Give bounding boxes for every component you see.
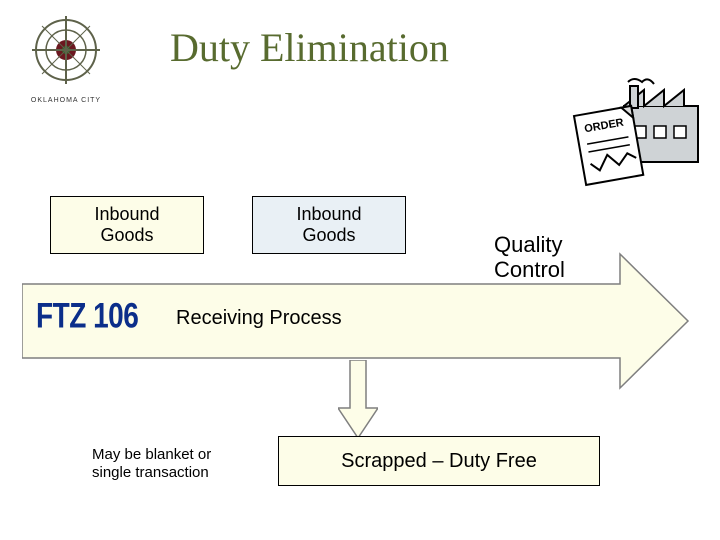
page-title: Duty Elimination bbox=[170, 24, 449, 71]
scrapped-label: Scrapped – Duty Free bbox=[341, 450, 537, 473]
logo: OKLAHOMA CITY bbox=[20, 14, 112, 98]
scrapped-box: Scrapped – Duty Free bbox=[278, 436, 600, 486]
blanket-note: May be blanket or single transaction bbox=[92, 446, 211, 482]
qc-line2: Control bbox=[494, 257, 565, 282]
inbound-left-line2: Goods bbox=[100, 225, 153, 246]
qc-line1: Quality bbox=[494, 232, 565, 257]
receiving-process-label: Receiving Process bbox=[176, 307, 342, 330]
down-arrow bbox=[338, 360, 378, 438]
inbound-left-line1: Inbound bbox=[94, 204, 159, 225]
inbound-right-line1: Inbound bbox=[296, 204, 361, 225]
inbound-right-line2: Goods bbox=[302, 225, 355, 246]
factory-order-icon: ORDER bbox=[556, 76, 706, 194]
note-line2: single transaction bbox=[92, 464, 211, 482]
quality-control-label: Quality Control bbox=[494, 232, 565, 283]
logo-caption: OKLAHOMA CITY bbox=[20, 97, 112, 104]
note-line1: May be blanket or bbox=[92, 446, 211, 464]
ftz-label: FTZ 106 bbox=[36, 296, 138, 336]
